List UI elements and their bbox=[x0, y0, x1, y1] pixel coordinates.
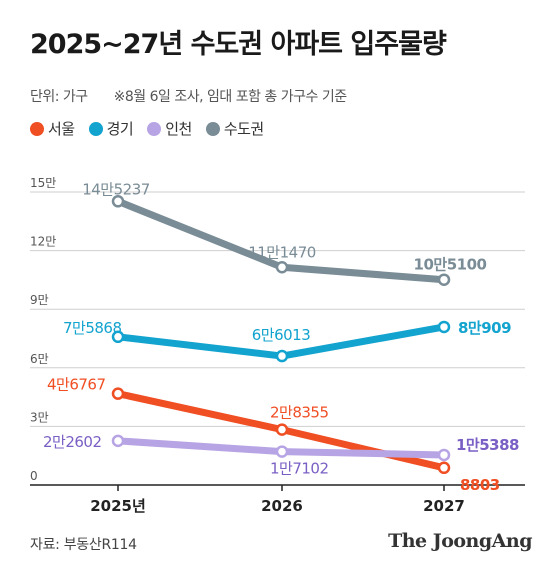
legend-swatch-incheon bbox=[147, 121, 162, 136]
data-label-서울: 4만6767 bbox=[47, 376, 106, 394]
data-point-경기 bbox=[275, 349, 289, 363]
legend-label-seoul: 서울 bbox=[48, 120, 75, 138]
y-tick-label: 3만 bbox=[30, 410, 49, 424]
data-label-경기: 8만909 bbox=[458, 319, 511, 337]
legend-label-capital-area: 수도권 bbox=[223, 120, 264, 138]
survey-note: ※8월 6일 조사, 임대 포함 총 가구수 기준 bbox=[113, 89, 347, 105]
legend: 서울 경기 인천 수도권 bbox=[30, 118, 264, 139]
label-layer: 14만5237 11만1470 10만5100 7만5868 6만6013 8만909 4만… bbox=[43, 180, 520, 494]
legend-item-gyeonggi: 경기 bbox=[88, 118, 134, 139]
data-point-서울 bbox=[437, 461, 451, 475]
data-label-경기: 6만6013 bbox=[252, 326, 311, 344]
x-tick-label: 2025년 bbox=[90, 497, 146, 515]
data-label-수도권: 14만5237 bbox=[82, 180, 150, 198]
data-point-인천 bbox=[275, 445, 289, 458]
data-label-인천: 2만2602 bbox=[43, 433, 102, 451]
data-label-수도권: 10만5100 bbox=[414, 256, 487, 274]
legend-item-incheon: 인천 bbox=[147, 118, 192, 139]
data-point-서울 bbox=[275, 423, 289, 436]
data-point-인천 bbox=[111, 434, 125, 448]
legend-swatch-gyeonggi bbox=[88, 121, 103, 136]
x-tick-label: 2027 bbox=[423, 497, 465, 515]
y-tick-label: 12만 bbox=[30, 235, 56, 249]
legend-swatch-seoul bbox=[30, 121, 44, 136]
data-label-서울: 8803 bbox=[460, 476, 500, 494]
data-point-경기 bbox=[111, 330, 125, 344]
grid-layer: 0 3만 6만 9만 12만 15만 2025년 2026 2027 bbox=[30, 176, 525, 515]
data-point-경기 bbox=[437, 320, 451, 334]
data-label-서울: 2만8355 bbox=[270, 404, 329, 422]
y-tick-label: 0 bbox=[30, 469, 38, 483]
source-note: 자료: 부동산R114 bbox=[30, 537, 137, 553]
legend-swatch-capital-area bbox=[205, 121, 220, 136]
y-tick-label: 15만 bbox=[30, 176, 56, 190]
data-point-서울 bbox=[111, 387, 125, 400]
y-tick-label: 9만 bbox=[30, 293, 49, 307]
y-tick-label: 6만 bbox=[30, 352, 49, 366]
data-point-수도권 bbox=[437, 273, 451, 286]
chart-title: 2025~27년 수도권 아파트 입주물량 bbox=[30, 29, 447, 60]
legend-item-seoul: 서울 bbox=[30, 118, 75, 139]
x-tick-label: 2026 bbox=[261, 497, 303, 515]
data-label-경기: 7만5868 bbox=[63, 319, 122, 337]
chart-meta: 단위: 가구 ※8월 6일 조사, 임대 포함 총 가구수 기준 bbox=[30, 86, 347, 106]
legend-label-incheon: 인천 bbox=[165, 120, 192, 138]
data-point-수도권 bbox=[275, 261, 289, 274]
data-label-수도권: 11만1470 bbox=[248, 243, 316, 261]
data-label-인천: 1만7102 bbox=[270, 460, 329, 478]
series-layer bbox=[111, 195, 451, 475]
data-point-인천 bbox=[437, 448, 451, 462]
legend-label-gyeonggi: 경기 bbox=[106, 120, 134, 138]
unit-note: 단위: 가구 bbox=[30, 89, 88, 105]
data-point-수도권 bbox=[111, 195, 125, 208]
data-label-인천: 1만5388 bbox=[456, 436, 519, 454]
legend-item-capital-area: 수도권 bbox=[205, 118, 264, 139]
brand-logo: The JoongAng bbox=[388, 530, 532, 552]
